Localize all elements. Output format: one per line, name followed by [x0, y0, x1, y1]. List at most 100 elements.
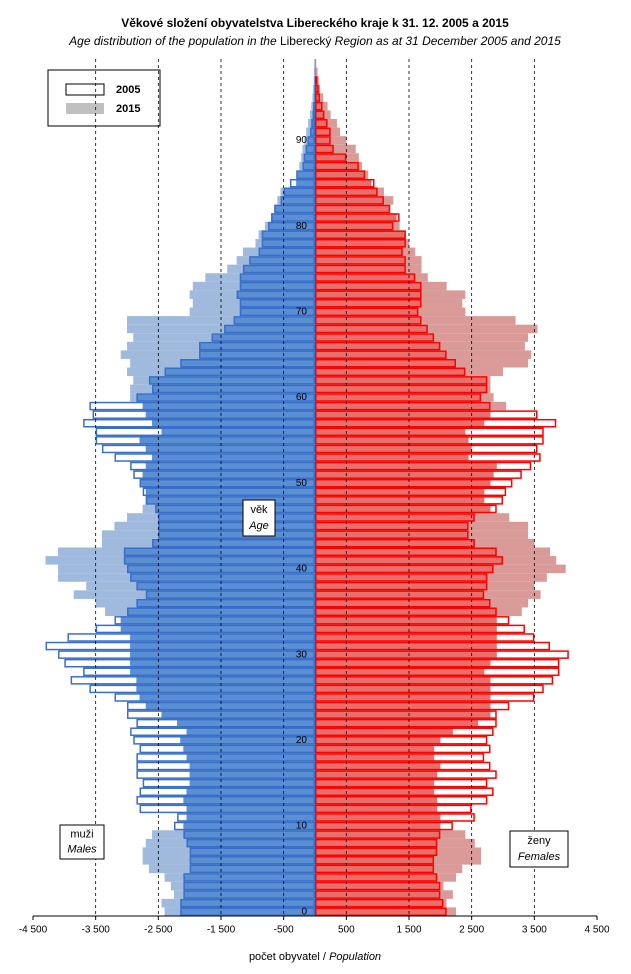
bar-overlap [183, 873, 315, 882]
bar-outline [315, 307, 419, 317]
bar-outline [136, 393, 315, 402]
bar-overlap [315, 256, 406, 265]
bar-outline [315, 264, 406, 274]
bar-overlap [189, 761, 315, 771]
bar-outline [305, 144, 316, 154]
bar-outline [315, 513, 475, 522]
females-label: Females [518, 851, 561, 863]
bar-outline [236, 290, 316, 299]
bar-outline [315, 753, 485, 762]
bar-outline [315, 221, 394, 231]
bar-overlap [315, 444, 472, 454]
bar-outline [83, 667, 315, 677]
bar-overlap [315, 907, 447, 916]
x-axis-label: počet obyvatel / Population [249, 951, 381, 963]
bar-outline [158, 530, 315, 539]
bar-overlap [315, 376, 488, 385]
bar-outline [315, 341, 441, 351]
bar-overlap [314, 76, 315, 85]
bar-outline [249, 256, 315, 265]
bar-outline [283, 187, 315, 197]
bar-outline [239, 281, 315, 291]
y-tick-label: 90 [296, 135, 308, 146]
bar-overlap [315, 530, 469, 539]
bar-overlap [315, 830, 441, 839]
bar-overlap [315, 616, 497, 625]
bar-outline [139, 787, 315, 797]
legend-swatch [65, 83, 105, 96]
bar-fill [315, 136, 347, 145]
bar-overlap [315, 238, 406, 248]
bar-outline [315, 470, 522, 479]
y-tick-label: 30 [296, 649, 308, 660]
bar-outline [258, 247, 316, 257]
bar-overlap [258, 247, 315, 257]
bar-overlap [302, 161, 315, 171]
bar-outline [315, 461, 532, 471]
bar-overlap [136, 581, 315, 591]
x-tick-label: 2 500 [459, 925, 484, 936]
bar-outline [315, 298, 422, 308]
bar-outline [315, 358, 456, 368]
bar-overlap [180, 736, 315, 745]
bar-outline [315, 273, 416, 282]
bar-outline [315, 281, 422, 291]
bar-outline [315, 436, 544, 445]
bar-overlap [180, 907, 315, 916]
bar-outline [315, 247, 403, 257]
bar-outline [92, 410, 315, 419]
bar-overlap [261, 238, 315, 248]
bar-overlap [315, 770, 438, 779]
bar-outline [315, 444, 538, 454]
y-tick-label: 20 [296, 735, 308, 746]
bar-outline [303, 153, 316, 162]
legend: 2005 2015 [47, 69, 161, 127]
bar-outline [315, 504, 497, 514]
bar-overlap [315, 367, 466, 377]
bar-overlap [315, 658, 491, 668]
bar-outline [183, 830, 315, 839]
bar-outline [315, 238, 406, 248]
bar-overlap [315, 718, 478, 728]
bar-outline [142, 778, 315, 788]
bar-overlap [130, 641, 315, 651]
bar-fill [315, 144, 356, 154]
bar-outline [315, 727, 494, 737]
text-part: Region as at 31 December 2005 and 2015 [335, 34, 561, 48]
bar-overlap [315, 598, 491, 608]
bar-outline [268, 221, 315, 231]
bar-outline [261, 230, 316, 239]
bar-overlap [239, 307, 315, 317]
bar-overlap [271, 213, 315, 222]
bar-overlap [224, 324, 315, 334]
bar-outline [315, 564, 494, 574]
chart-title: Věkové složení obyvatelstva Libereckého … [121, 16, 509, 30]
bar-overlap [236, 290, 315, 299]
bar-overlap [315, 856, 435, 865]
bar-outline [70, 676, 315, 685]
bar-outline [133, 736, 315, 745]
bar-overlap [315, 547, 497, 557]
y-tick-label: 50 [296, 478, 308, 489]
bar-outline [315, 530, 469, 539]
x-tick-label: 3 500 [522, 925, 547, 936]
bar-overlap [152, 418, 315, 428]
bar-overlap [120, 616, 315, 625]
bar-overlap [315, 316, 422, 325]
bar-outline [315, 676, 554, 685]
bar-overlap [315, 624, 497, 634]
bar-outline [315, 170, 366, 179]
bar-overlap [315, 667, 485, 677]
bar-outline [315, 804, 472, 814]
x-tick-label: 500 [338, 925, 355, 936]
bar-outline [274, 204, 315, 214]
x-tick-label: -4 500 [19, 925, 48, 936]
bar-overlap [183, 796, 315, 805]
bar-overlap [315, 333, 435, 342]
bar-overlap [242, 264, 315, 274]
bar-outline [180, 358, 315, 368]
bar-overlap [315, 144, 334, 154]
y-tick-label: 70 [296, 306, 308, 317]
bar-overlap [283, 187, 315, 197]
